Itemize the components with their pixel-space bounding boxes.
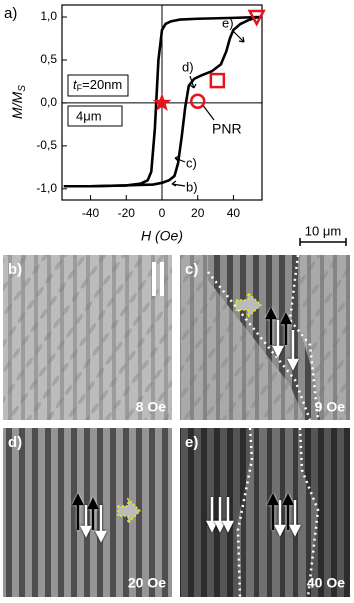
field-label: 40 Oe bbox=[307, 575, 345, 591]
state-annotation: c) bbox=[186, 155, 197, 170]
marker bbox=[189, 93, 206, 109]
width-annotation: 4μm bbox=[76, 108, 102, 123]
marker bbox=[209, 72, 226, 89]
y-tick-label: 0,5 bbox=[40, 52, 57, 66]
chart: a) H (Oe) M/MS tF=20nm 4μm PNR e) d) c) … bbox=[4, 4, 266, 244]
panel-label: d) bbox=[8, 434, 22, 451]
y-axis-label: M/MS bbox=[9, 85, 28, 119]
image-c: c) 9 Oe bbox=[180, 254, 350, 421]
field-label: 20 Oe bbox=[128, 575, 166, 591]
arrow bbox=[271, 320, 285, 358]
annotation-box bbox=[67, 74, 129, 97]
arrow bbox=[264, 307, 278, 345]
arrow bbox=[213, 497, 227, 533]
magnetization-arrows bbox=[71, 307, 302, 543]
y-label-main: M/M bbox=[9, 91, 25, 119]
arrow bbox=[205, 497, 219, 533]
arrow bbox=[221, 497, 235, 533]
y-tick-label: 1,0 bbox=[40, 9, 57, 23]
thickness-value: =20nm bbox=[82, 77, 122, 92]
y-tick-label: -0,5 bbox=[36, 138, 57, 152]
x-tick-label: 0 bbox=[159, 206, 166, 220]
thickness-sub: F bbox=[77, 83, 83, 93]
x-axis-label: H (Oe) bbox=[141, 228, 183, 244]
x-tick-label: -20 bbox=[118, 206, 136, 220]
field-label: 9 Oe bbox=[315, 399, 346, 415]
marker bbox=[247, 9, 266, 27]
panel-label: c) bbox=[185, 261, 198, 278]
marker bbox=[152, 92, 172, 112]
y-label-sub: S bbox=[17, 85, 28, 92]
arrow bbox=[281, 493, 295, 530]
thickness-annotation: tF=20nm bbox=[73, 77, 122, 93]
arrow bbox=[266, 493, 280, 530]
image-e: e) 40 Oe bbox=[180, 427, 350, 598]
x-tick-label: -40 bbox=[82, 206, 100, 220]
scale-bar: 10 μm bbox=[299, 223, 347, 246]
arrow bbox=[288, 500, 302, 537]
y-tick-label: 0,0 bbox=[40, 95, 57, 109]
arrow bbox=[71, 493, 85, 530]
panel-label: a) bbox=[4, 5, 17, 22]
x-tick-label: 20 bbox=[191, 206, 205, 220]
field-label: 8 Oe bbox=[136, 399, 167, 415]
y-tick-label: -1,0 bbox=[36, 181, 57, 195]
panel-label: b) bbox=[8, 261, 22, 278]
annotation-box bbox=[67, 105, 123, 127]
pointers bbox=[171, 29, 245, 187]
arrow bbox=[279, 312, 293, 345]
scale-bar-label: 10 μm bbox=[305, 223, 341, 238]
arrow bbox=[86, 497, 100, 530]
state-annotation: b) bbox=[186, 179, 198, 194]
panel-label: e) bbox=[185, 434, 198, 451]
image-b: b) 8 Oe bbox=[3, 255, 172, 420]
arrow bbox=[273, 500, 287, 537]
arrow bbox=[286, 330, 300, 371]
state-annotation: d) bbox=[182, 59, 194, 74]
arrow bbox=[79, 505, 93, 538]
state-annotation: e) bbox=[222, 15, 234, 30]
thickness-var: t bbox=[73, 77, 78, 92]
hysteresis-branch bbox=[63, 15, 261, 188]
arrow bbox=[94, 505, 108, 543]
image-d: d) 20 Oe bbox=[3, 428, 172, 597]
pnr-annotation: PNR bbox=[212, 121, 242, 137]
x-tick-label: 40 bbox=[227, 206, 241, 220]
